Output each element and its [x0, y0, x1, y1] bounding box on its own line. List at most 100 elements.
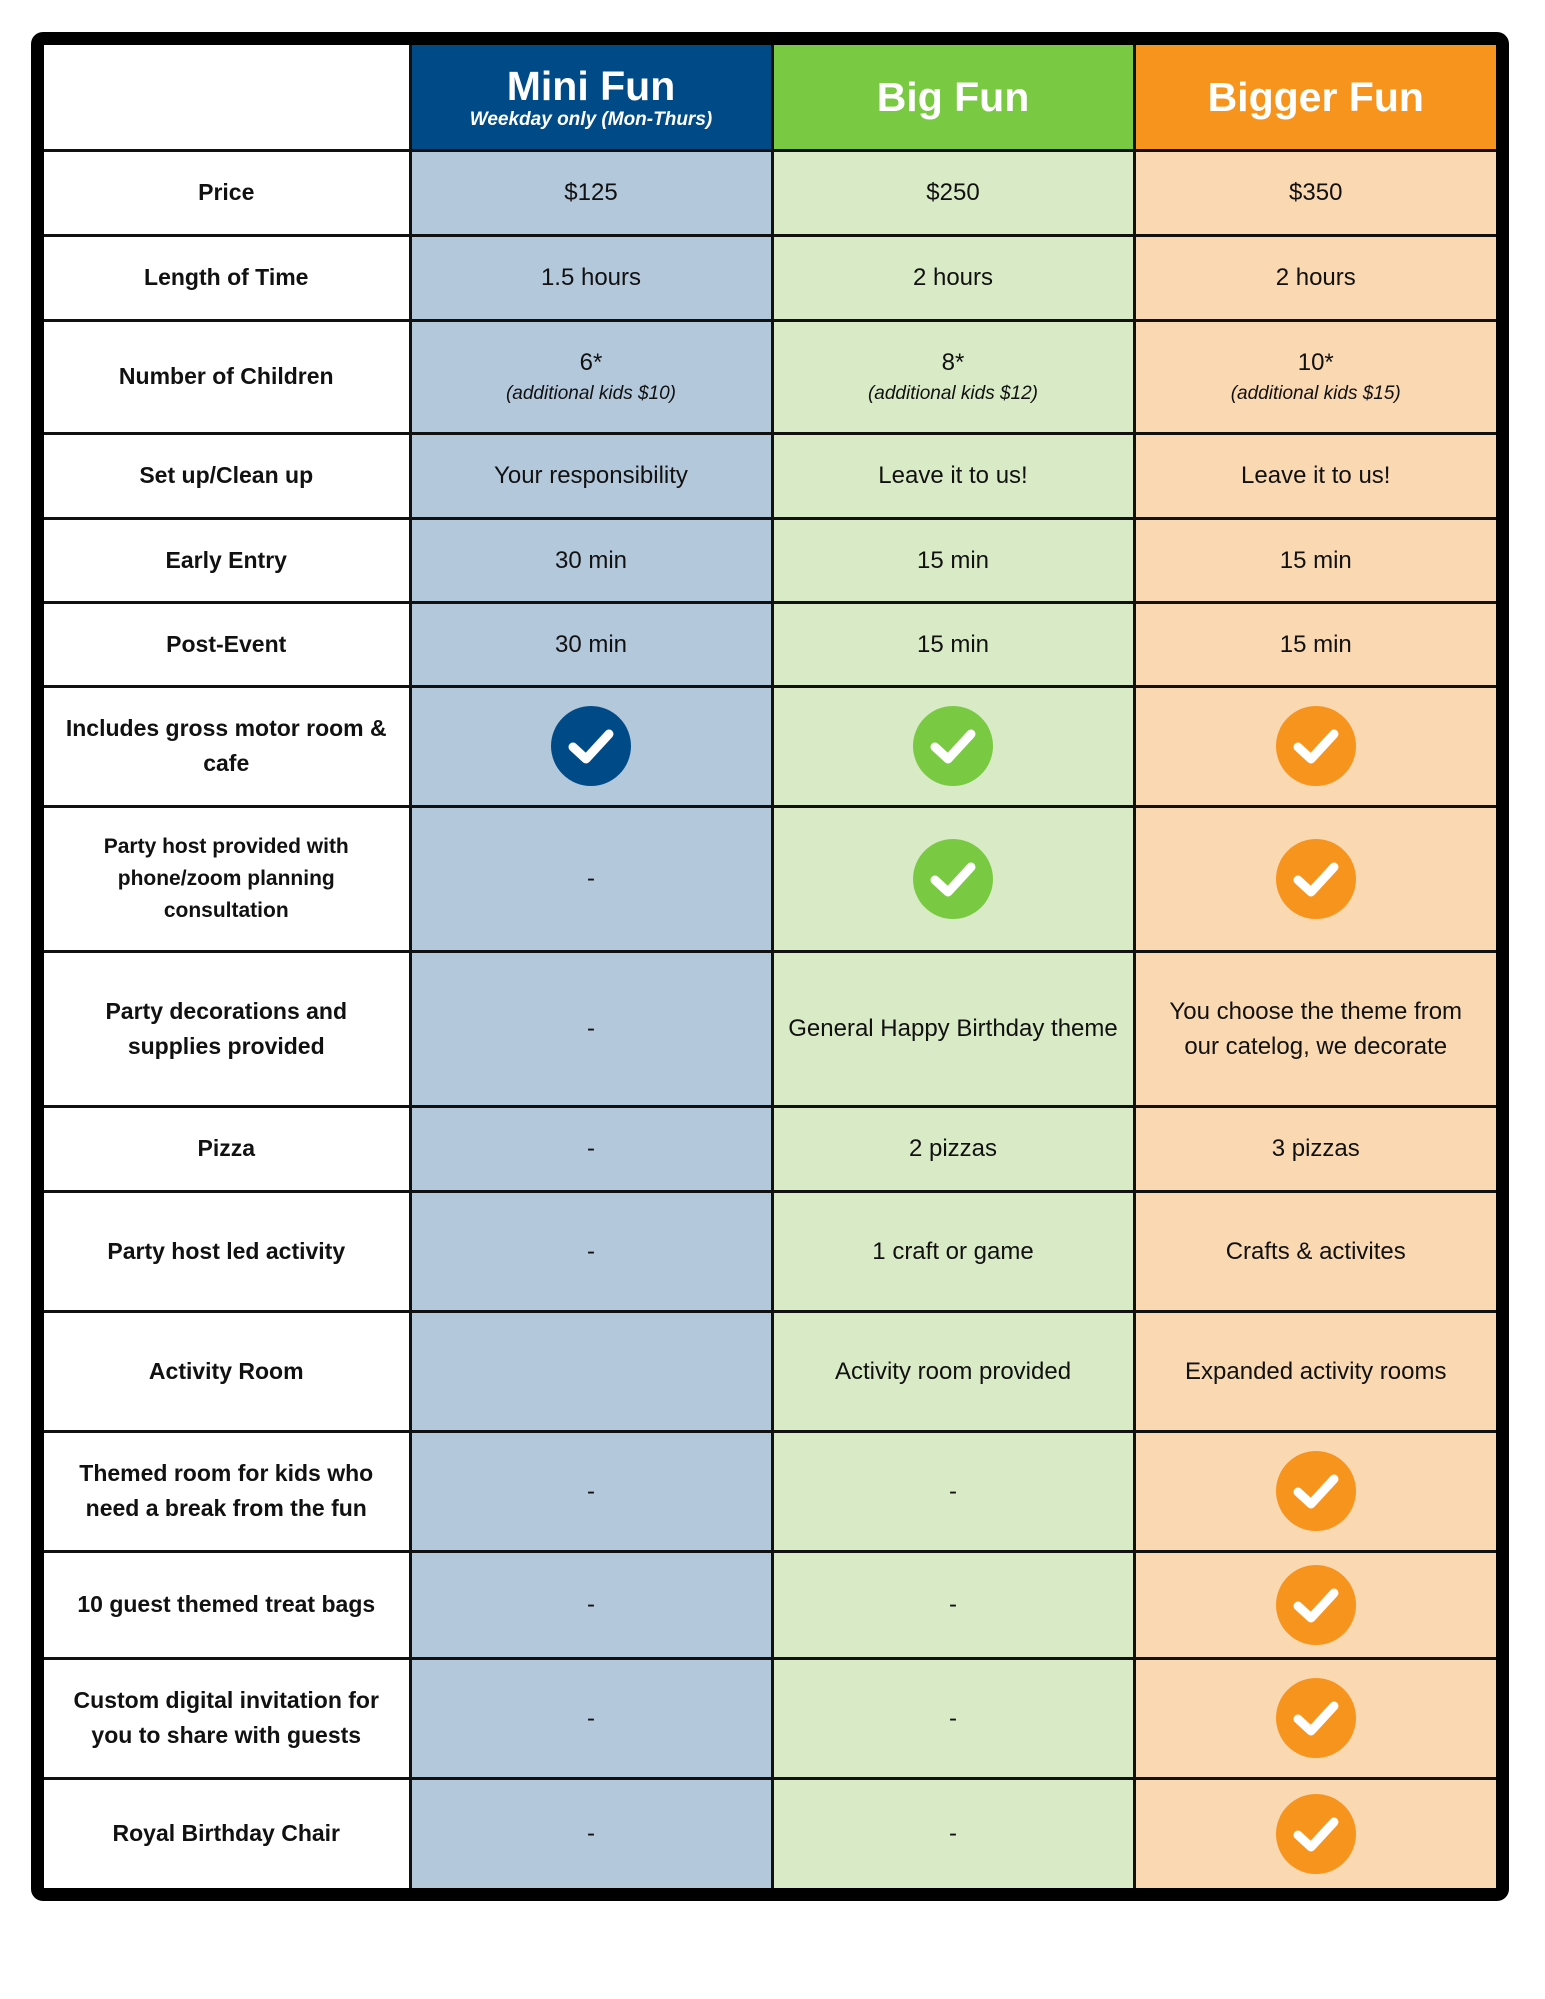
mini-early-entry: 30 min — [408, 516, 774, 604]
bigger-fun-header: Bigger Fun — [1132, 45, 1496, 152]
row-post-event: Post-Event 30 min 15 min 15 min — [44, 600, 1496, 688]
big-activity-room: Activity room provided — [770, 1309, 1136, 1433]
check-circle-icon — [1275, 706, 1356, 786]
row-length-of-time: Length of Time 1.5 hours 2 hours 2 hours — [44, 233, 1496, 322]
big-pizza: 2 pizzas — [770, 1104, 1136, 1193]
big-royal-chair: - — [770, 1776, 1136, 1888]
big-treat-bags: - — [770, 1549, 1136, 1660]
mini-invitation: - — [408, 1656, 774, 1780]
row-price: Price $125 $250 $350 — [44, 148, 1496, 237]
row-label: Number of Children — [44, 318, 412, 435]
mini-royal-chair: - — [408, 1776, 774, 1888]
big-decorations: General Happy Birthday theme — [770, 949, 1136, 1108]
check-circle-icon — [551, 706, 631, 786]
row-party-host: Party host provided with phone/zoom plan… — [44, 804, 1496, 953]
bigger-decorations: You choose the theme from our catelog, w… — [1132, 949, 1496, 1108]
comparison-frame: Mini Fun Weekday only (Mon-Thurs) Big Fu… — [31, 32, 1509, 1901]
bigger-royal-chair — [1132, 1776, 1496, 1888]
big-invitation: - — [770, 1656, 1136, 1780]
big-children-note: (additional kids $12) — [867, 383, 1039, 404]
row-themed-room: Themed room for kids who need a break fr… — [44, 1429, 1496, 1553]
mini-children-note: (additional kids $10) — [505, 383, 677, 404]
row-label: Themed room for kids who need a break fr… — [44, 1429, 412, 1553]
row-number-of-children: Number of Children 6* (additional kids $… — [44, 318, 1496, 435]
mini-treat-bags: - — [408, 1549, 774, 1660]
row-label: Length of Time — [44, 233, 412, 322]
big-price: $250 — [770, 148, 1136, 237]
bigger-host-activity: Crafts & activites — [1132, 1189, 1496, 1313]
check-circle-icon — [913, 706, 993, 786]
check-circle-icon — [1275, 1451, 1356, 1531]
mini-gross-motor — [408, 684, 774, 808]
mini-setup: Your responsibility — [408, 431, 774, 520]
row-label: Set up/Clean up — [44, 431, 412, 520]
check-circle-icon — [1275, 1564, 1356, 1645]
bigger-length: 2 hours — [1132, 233, 1496, 322]
big-fun-title: Big Fun — [876, 73, 1030, 120]
check-circle-icon — [1275, 1793, 1356, 1874]
mini-fun-title: Mini Fun — [506, 62, 676, 109]
big-party-host — [770, 804, 1136, 953]
big-post-event: 15 min — [770, 600, 1136, 688]
row-label: Pizza — [44, 1104, 412, 1193]
mini-children-count: 6* — [579, 349, 603, 376]
bigger-setup: Leave it to us! — [1132, 431, 1496, 520]
big-host-activity: 1 craft or game — [770, 1189, 1136, 1313]
row-label: Includes gross motor room & cafe — [44, 684, 412, 808]
row-setup-cleanup: Set up/Clean up Your responsibility Leav… — [44, 431, 1496, 520]
bigger-children-count: 10* — [1297, 349, 1334, 376]
mini-fun-subtitle: Weekday only (Mon-Thurs) — [469, 108, 713, 130]
bigger-price: $350 — [1132, 148, 1496, 237]
big-children-count: 8* — [941, 349, 965, 376]
bigger-early-entry: 15 min — [1132, 516, 1496, 604]
bigger-post-event: 15 min — [1132, 600, 1496, 688]
big-children-cell: 8* (additional kids $12) — [770, 318, 1136, 435]
check-circle-icon — [1275, 838, 1356, 919]
row-label: Party host provided with phone/zoom plan… — [44, 804, 412, 953]
bigger-children-cell: 10* (additional kids $15) — [1132, 318, 1496, 435]
big-fun-header: Big Fun — [770, 45, 1136, 152]
bigger-party-host — [1132, 804, 1496, 953]
mini-host-activity: - — [408, 1189, 774, 1313]
row-label: Early Entry — [44, 516, 412, 604]
bigger-activity-room: Expanded activity rooms — [1132, 1309, 1496, 1433]
row-host-led-activity: Party host led activity - 1 craft or gam… — [44, 1189, 1496, 1313]
big-setup: Leave it to us! — [770, 431, 1136, 520]
bigger-fun-title: Bigger Fun — [1207, 73, 1424, 120]
row-label: Activity Room — [44, 1309, 412, 1433]
row-decorations: Party decorations and supplies provided … — [44, 949, 1496, 1108]
mini-party-host: - — [408, 804, 774, 953]
row-label: Post-Event — [44, 600, 412, 688]
bigger-children-note: (additional kids $15) — [1230, 383, 1401, 404]
row-label: Custom digital invitation for you to sha… — [44, 1656, 412, 1780]
big-early-entry: 15 min — [770, 516, 1136, 604]
row-label: Party decorations and supplies provided — [44, 949, 412, 1108]
big-length: 2 hours — [770, 233, 1136, 322]
big-gross-motor — [770, 684, 1136, 808]
mini-activity-room — [408, 1309, 774, 1433]
row-treat-bags: 10 guest themed treat bags - - — [44, 1549, 1496, 1660]
row-pizza: Pizza - 2 pizzas 3 pizzas — [44, 1104, 1496, 1193]
row-label: Royal Birthday Chair — [44, 1776, 412, 1888]
bigger-themed-room — [1132, 1429, 1496, 1553]
bigger-gross-motor — [1132, 684, 1496, 808]
bigger-invitation — [1132, 1656, 1496, 1780]
mini-pizza: - — [408, 1104, 774, 1193]
mini-fun-header: Mini Fun Weekday only (Mon-Thurs) — [408, 45, 774, 152]
row-royal-birthday-chair: Royal Birthday Chair - - — [44, 1776, 1496, 1888]
mini-length: 1.5 hours — [408, 233, 774, 322]
mini-children-cell: 6* (additional kids $10) — [408, 318, 774, 435]
header-blank-cell — [44, 45, 412, 152]
header-row: Mini Fun Weekday only (Mon-Thurs) Big Fu… — [44, 45, 1496, 152]
bigger-treat-bags — [1132, 1549, 1496, 1660]
party-package-comparison-table: Mini Fun Weekday only (Mon-Thurs) Big Fu… — [44, 45, 1496, 1888]
row-gross-motor-room: Includes gross motor room & cafe — [44, 684, 1496, 808]
bigger-pizza: 3 pizzas — [1132, 1104, 1496, 1193]
mini-price: $125 — [408, 148, 774, 237]
mini-themed-room: - — [408, 1429, 774, 1553]
row-label: Price — [44, 148, 412, 237]
row-activity-room: Activity Room Activity room provided Exp… — [44, 1309, 1496, 1433]
row-early-entry: Early Entry 30 min 15 min 15 min — [44, 516, 1496, 604]
check-circle-icon — [1275, 1678, 1356, 1758]
row-label: 10 guest themed treat bags — [44, 1549, 412, 1660]
